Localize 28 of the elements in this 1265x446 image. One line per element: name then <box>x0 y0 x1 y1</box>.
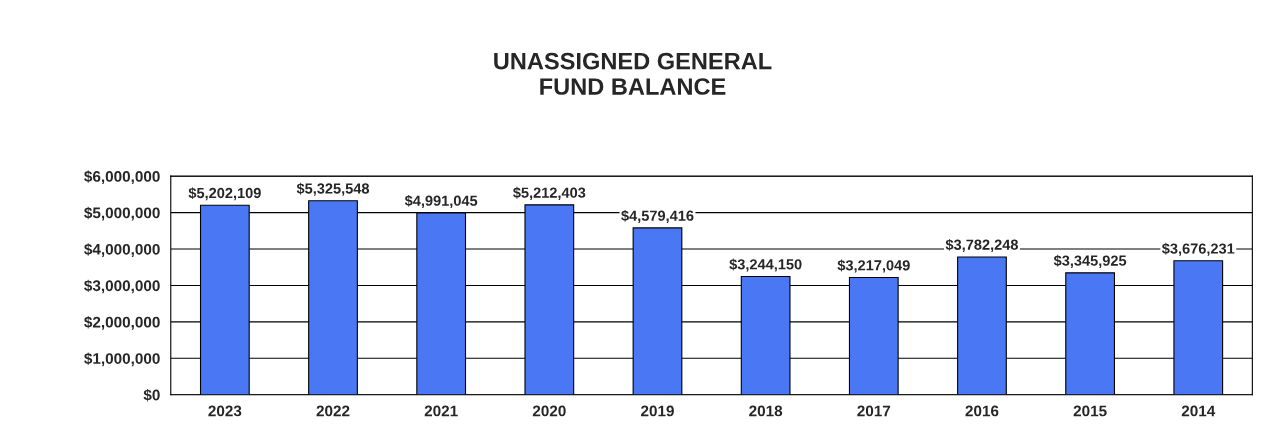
x-tick-label: 2022 <box>316 405 350 417</box>
x-tick-label: 2017 <box>857 405 891 417</box>
y-tick-label: $5,000,000 <box>84 206 160 221</box>
y-tick-label: $2,000,000 <box>84 316 160 330</box>
data-label: $5,202,109 <box>188 187 261 201</box>
y-tick-label: $4,000,000 <box>84 243 160 257</box>
data-label: $3,782,248 <box>945 238 1019 253</box>
y-tick-label: $1,000,000 <box>84 352 160 367</box>
data-label: $4,991,045 <box>404 194 478 208</box>
data-label: $5,212,403 <box>513 186 586 200</box>
x-tick-label: 2023 <box>208 405 242 417</box>
x-tick-label: 2014 <box>1181 405 1216 417</box>
data-label: $3,676,231 <box>1161 242 1235 256</box>
y-tick-label: $0 <box>143 388 160 402</box>
data-label: $5,325,548 <box>296 182 370 196</box>
x-tick-label: 2018 <box>749 405 783 417</box>
data-label: $3,217,049 <box>837 259 910 273</box>
chart-title: UNASSIGNED GENERAL FUND BALANCE <box>494 52 772 95</box>
y-tick-label: $3,000,000 <box>84 279 160 294</box>
data-label: $3,345,925 <box>1053 254 1127 268</box>
x-tick-label: 2020 <box>532 405 566 417</box>
x-tick-label: 2015 <box>1073 405 1107 417</box>
x-tick-label: 2019 <box>641 405 674 417</box>
x-tick-label: 2021 <box>424 405 458 417</box>
y-tick-label: $6,000,000 <box>84 170 160 185</box>
data-label: $4,579,416 <box>621 209 694 223</box>
x-tick-label: 2016 <box>965 405 999 417</box>
data-label: $3,244,150 <box>729 258 802 272</box>
